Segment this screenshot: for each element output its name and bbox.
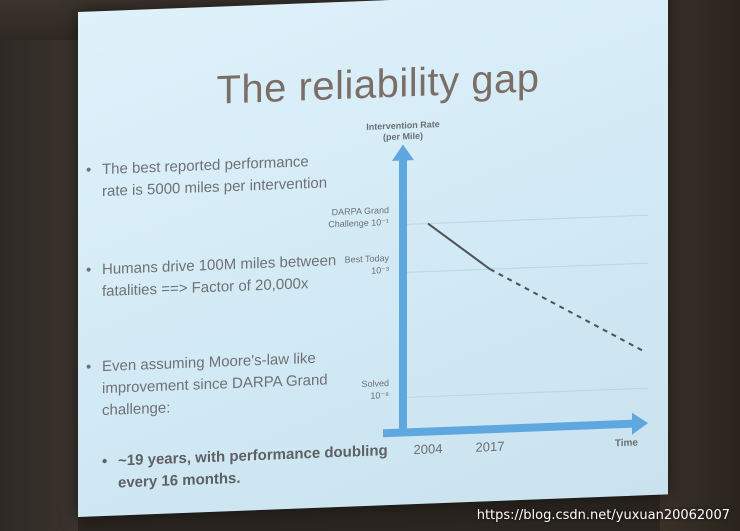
y-axis-title: Intervention Rate(per Mile)	[366, 119, 439, 143]
bullet-dot: •	[86, 358, 92, 376]
bullet-text: Even assuming Moore's-law like improveme…	[102, 349, 328, 420]
slide-title: The reliability gap	[216, 56, 540, 113]
watermark-url: https://blog.csdn.net/yuxuan20062007	[476, 508, 730, 523]
y-tick-exponent: 10⁻⁸	[370, 390, 389, 401]
x-axis	[383, 419, 634, 438]
y-tick-label: Best Today	[345, 253, 390, 265]
x-tick-label: 2004	[414, 441, 443, 457]
y-axis-title-line: Intervention Rate	[366, 119, 439, 132]
room-background-left	[0, 40, 78, 531]
grid-line	[403, 214, 648, 226]
trend-line-solid	[427, 222, 491, 270]
projected-slide: The reliability gap • The best reported …	[78, 0, 668, 518]
bullet-dot: •	[86, 261, 92, 279]
bullet-dot: •	[102, 452, 108, 471]
bullet-best-rate: • The best reported performance rate is …	[86, 150, 332, 203]
y-axis-arrow	[392, 144, 414, 161]
grid-line	[403, 387, 648, 399]
bullet-text: The best reported performance rate is 50…	[102, 153, 328, 201]
bullet-text: Humans drive 100M miles between fataliti…	[102, 252, 337, 301]
x-axis-title: Time	[615, 437, 639, 449]
room-background-right	[660, 0, 740, 531]
bullet-dot: •	[86, 161, 92, 179]
y-tick-label: Solved	[361, 378, 389, 389]
y-tick-label: Challenge 10⁻¹	[328, 217, 389, 229]
bullet-humans: • Humans drive 100M miles between fatali…	[86, 250, 342, 303]
x-axis-arrow	[632, 412, 648, 435]
y-axis-title-line: (per Mile)	[383, 131, 423, 143]
grid-line	[403, 262, 648, 274]
y-tick-label: DARPA Grand	[332, 205, 389, 217]
reliability-chart: Intervention Rate(per Mile) DARPA GrandCh…	[328, 119, 648, 457]
y-tick-exponent: 10⁻³	[371, 265, 389, 276]
x-tick-label: 2017	[476, 439, 505, 455]
projection-line-dashed	[489, 268, 644, 352]
